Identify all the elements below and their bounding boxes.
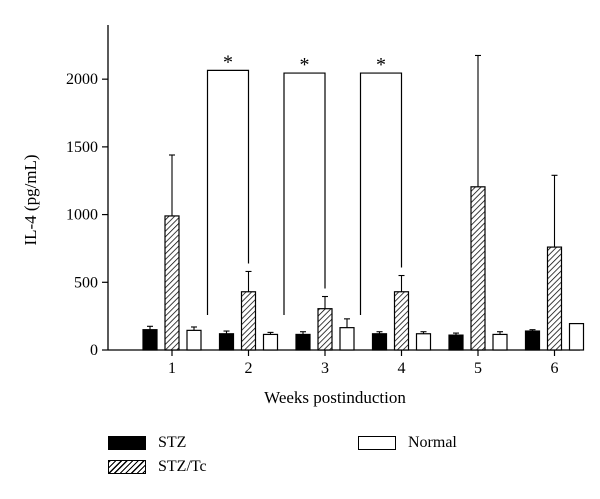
y-tick-label: 2000 <box>66 71 98 88</box>
bar-normal-week-3 <box>339 327 355 351</box>
legend-item-stz-tc: STZ/Tc <box>108 458 207 476</box>
bar-normal-week-2 <box>262 333 279 351</box>
legend-label-stz-tc: STZ/Tc <box>158 458 207 475</box>
y-tick-label: 1500 <box>66 139 98 156</box>
x-tick-label: 3 <box>321 360 329 377</box>
bar-stz-tc-week-6 <box>546 246 563 351</box>
bar-normal-week-5 <box>492 333 508 351</box>
bar-stz-week-2 <box>218 333 235 351</box>
legend-swatch-stz-tc <box>108 460 146 474</box>
legend-label-stz: STZ <box>158 434 187 451</box>
legend-label-normal: Normal <box>408 434 457 451</box>
legend-item-normal: Normal <box>358 434 457 452</box>
axes: 0 500 1000 1500 2000 1 2 3 4 5 6 <box>66 25 580 377</box>
significance-star: * <box>376 54 386 76</box>
bar-stz-tc-week-3 <box>317 308 333 351</box>
x-tick-label: 2 <box>245 360 253 377</box>
significance-annotations: * * * <box>206 51 403 315</box>
significance-bracket <box>206 69 250 315</box>
y-tick-label: 0 <box>90 342 98 359</box>
bar-normal-week-6 <box>568 322 585 351</box>
bar-normal-week-4 <box>415 333 432 351</box>
y-tick-label: 500 <box>74 274 98 291</box>
x-axis-label: Weeks postinduction <box>264 388 406 407</box>
legend-swatch-stz <box>108 436 146 450</box>
bar-stz-week-1 <box>142 329 158 351</box>
bar-stz-week-3 <box>295 333 311 351</box>
bars <box>142 54 585 351</box>
x-tick-label: 5 <box>474 360 482 377</box>
bar-stz-tc-week-4 <box>393 291 410 351</box>
bar-normal-week-1 <box>186 329 202 351</box>
x-tick-label: 4 <box>398 360 406 377</box>
significance-bracket <box>283 72 326 315</box>
significance-star: * <box>300 54 310 76</box>
bar-stz-week-4 <box>371 333 388 351</box>
bar-stz-tc-week-1 <box>164 215 180 351</box>
significance-star: * <box>223 51 233 73</box>
significance-bracket <box>359 72 403 315</box>
legend-item-stz: STZ <box>108 434 186 452</box>
bar-stz-tc-week-5 <box>470 186 486 351</box>
bar-stz-tc-week-2 <box>240 291 257 351</box>
bar-stz-week-5 <box>448 334 464 351</box>
legend-swatch-normal <box>358 436 396 450</box>
y-axis-label: IL-4 (pg/mL) <box>21 154 40 245</box>
y-tick-label: 1000 <box>66 207 98 224</box>
bar-stz-week-6 <box>524 330 541 351</box>
x-tick-label: 6 <box>551 360 559 377</box>
x-tick-label: 1 <box>168 360 176 377</box>
